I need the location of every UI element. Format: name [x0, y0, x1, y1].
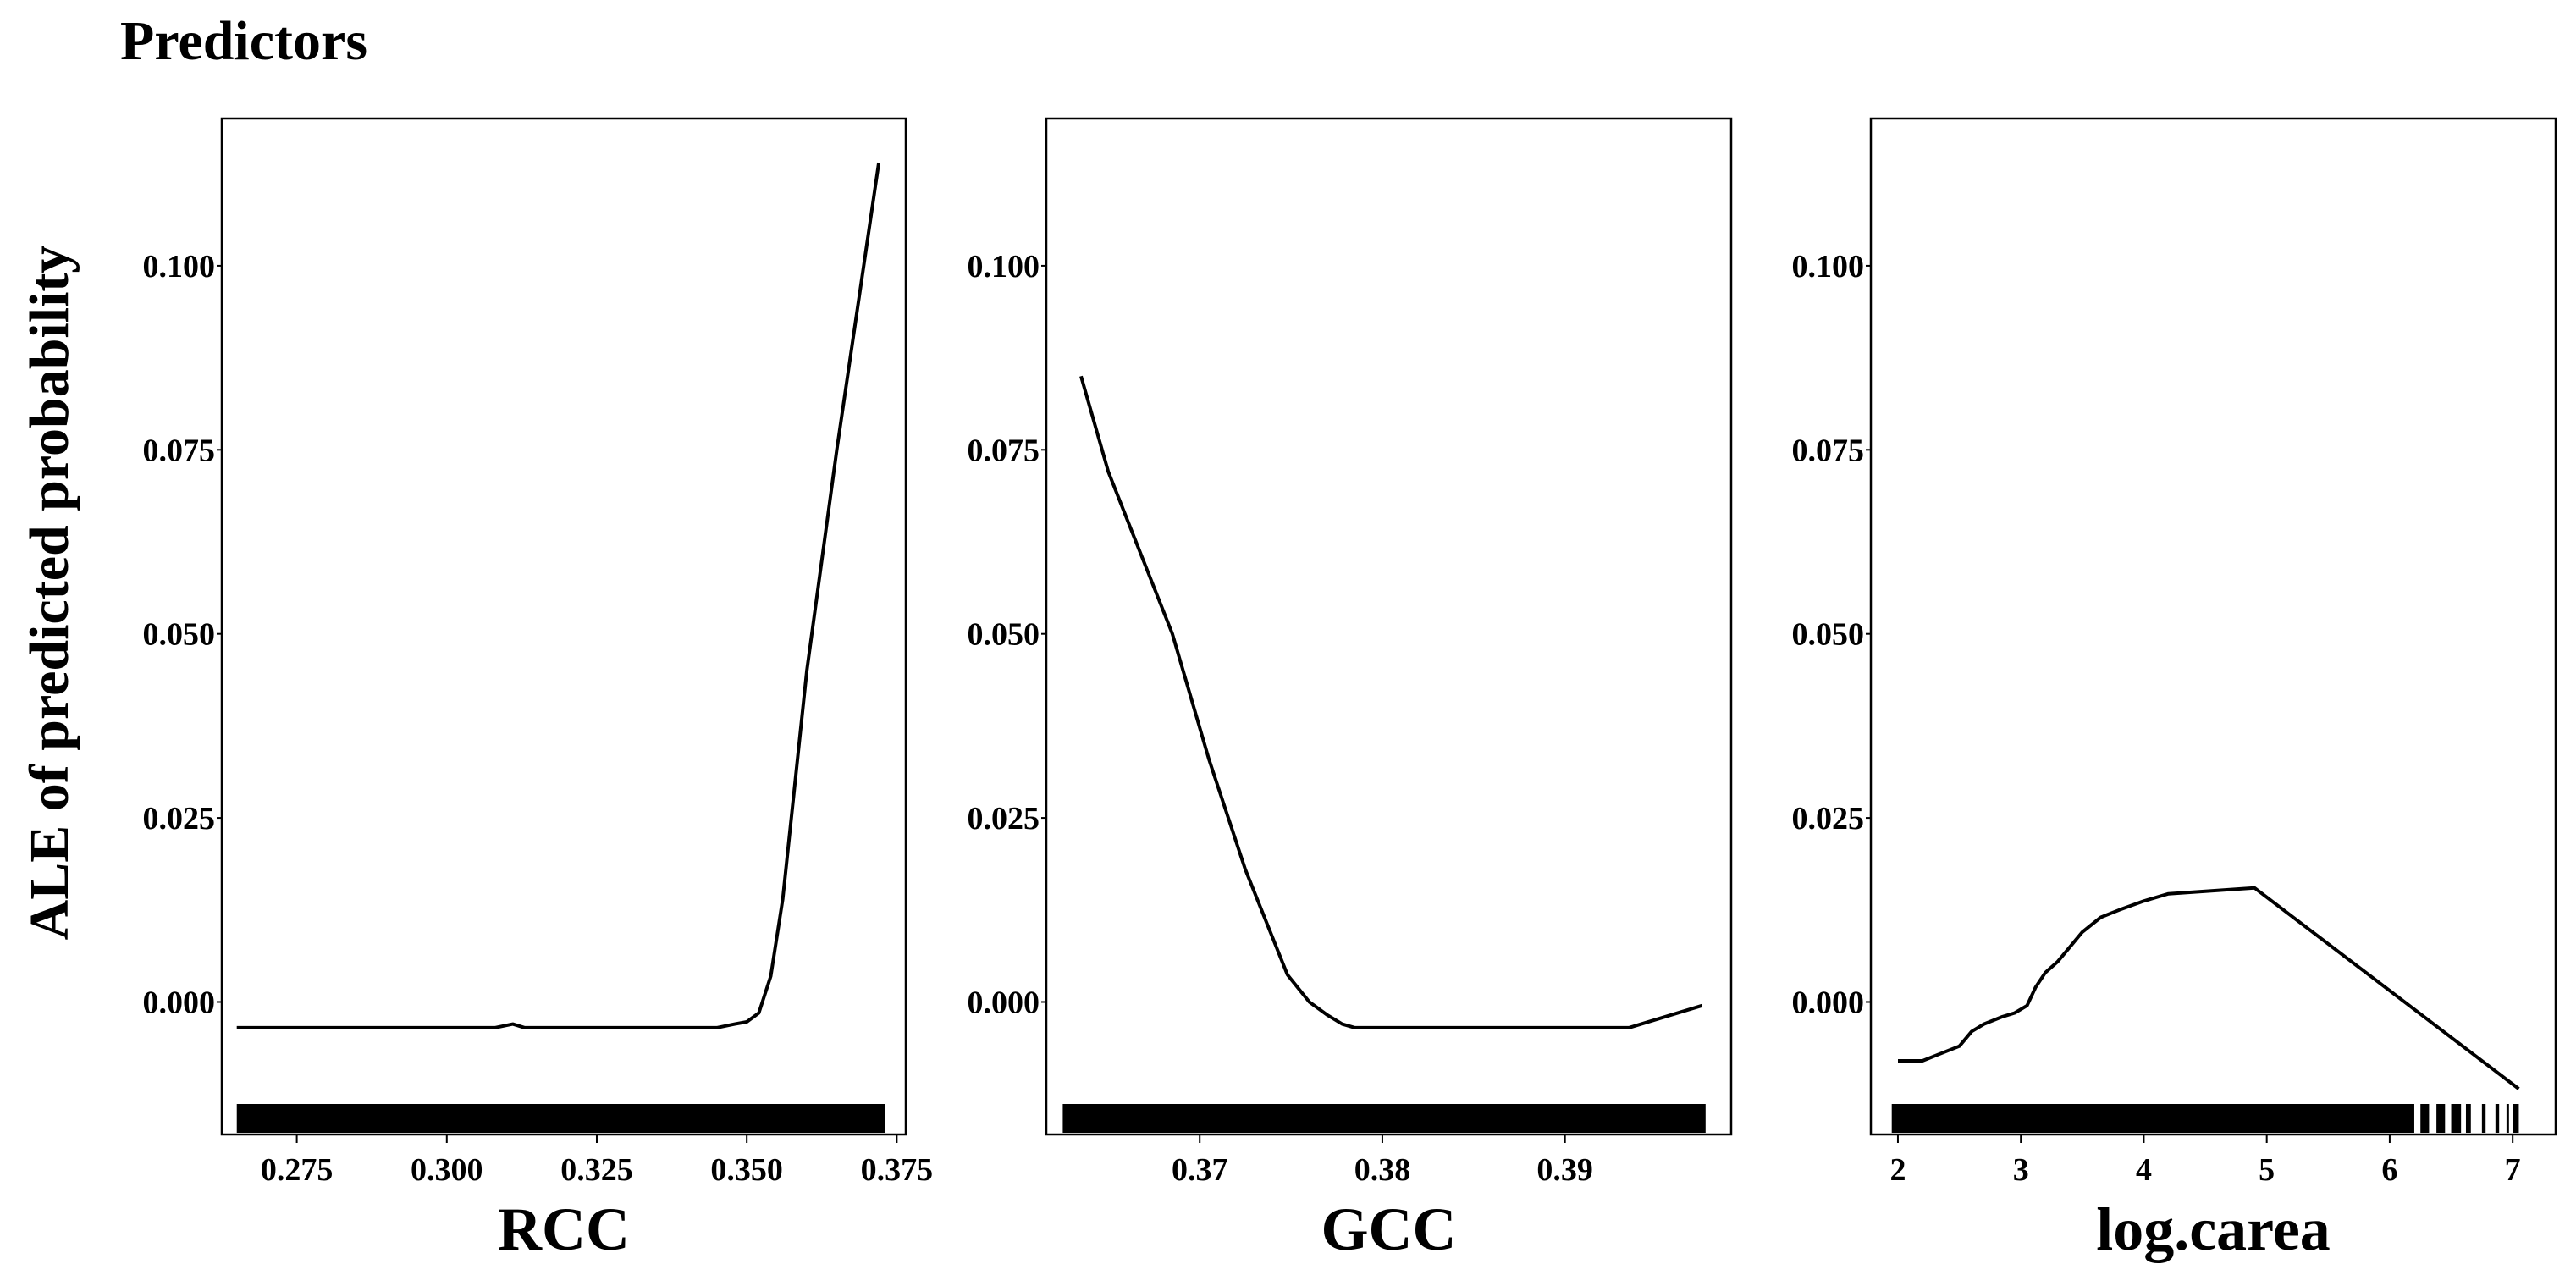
x-tick-label: 0.350	[710, 1152, 783, 1188]
x-tick-label: 5	[2259, 1152, 2275, 1188]
x-tick-label: 2	[1889, 1152, 1906, 1188]
x-axis-label: RCC	[498, 1195, 630, 1263]
rug-segment	[2436, 1104, 2446, 1133]
rug-segment	[2506, 1104, 2509, 1133]
y-tick-label: 0.025	[1792, 801, 1865, 836]
y-tick-label: 0.075	[1792, 433, 1865, 468]
rug-segment	[1062, 1104, 1706, 1133]
y-axis-label: ALE of predicted probability	[19, 246, 80, 941]
rug-segment	[1891, 1104, 2414, 1133]
y-tick-label: 0.075	[143, 433, 216, 468]
x-tick-label: 0.275	[261, 1152, 334, 1188]
y-tick-label: 0.100	[143, 249, 216, 284]
y-tick-label: 0.100	[968, 249, 1040, 284]
rug-segment	[236, 1104, 885, 1133]
panel-frame	[1045, 117, 1733, 1136]
x-tick-label: 0.37	[1172, 1152, 1228, 1188]
x-tick-label: 6	[2381, 1152, 2397, 1188]
rug-segment	[2495, 1104, 2500, 1133]
panel-frame	[1869, 117, 2557, 1136]
x-tick-label: 4	[2136, 1152, 2152, 1188]
x-axis-label: GCC	[1321, 1195, 1457, 1263]
x-axis-label: log.carea	[2096, 1195, 2331, 1263]
panel-frame	[220, 117, 907, 1136]
y-tick-label: 0.025	[143, 801, 216, 836]
x-tick-label: 0.300	[411, 1152, 483, 1188]
y-tick-label: 0.025	[968, 801, 1040, 836]
x-tick-label: 0.325	[560, 1152, 633, 1188]
ale-line	[236, 162, 881, 1029]
y-tick-label: 0.050	[968, 617, 1040, 653]
panel-rcc: 0.000 0.025 0.050 0.075 0.100 0.275 0.300 0.325…	[143, 117, 934, 1263]
y-tick-label: 0.100	[1792, 249, 1865, 284]
rug-segment	[2513, 1104, 2519, 1133]
ale-line	[1898, 886, 2520, 1090]
x-tick-label: 0.38	[1354, 1152, 1411, 1188]
y-tick-label: 0.000	[1792, 985, 1865, 1020]
y-tick-label: 0.050	[143, 617, 216, 653]
rug-segment	[2481, 1104, 2486, 1133]
panel-log-carea: 0.000 0.025 0.050 0.075 0.100 2 3 4 5 6 7 log.carea	[1792, 117, 2557, 1263]
x-tick-label: 3	[2013, 1152, 2029, 1188]
x-tick-label: 7	[2505, 1152, 2521, 1188]
rug-segment	[2420, 1104, 2430, 1133]
ale-line	[1079, 375, 1703, 1029]
y-tick-label: 0.075	[968, 433, 1040, 468]
x-tick-label: 0.375	[861, 1152, 934, 1188]
x-tick-label: 0.39	[1536, 1152, 1593, 1188]
figure-title: Predictors	[120, 10, 367, 72]
y-tick-label: 0.050	[1792, 617, 1865, 653]
y-tick-label: 0.000	[968, 985, 1040, 1020]
panel-gcc: 0.000 0.025 0.050 0.075 0.100 0.37 0.38 0.39 GCC	[968, 117, 1733, 1263]
rug-segment	[2465, 1104, 2471, 1133]
rug-segment	[2451, 1104, 2462, 1133]
y-tick-label: 0.000	[143, 985, 216, 1020]
